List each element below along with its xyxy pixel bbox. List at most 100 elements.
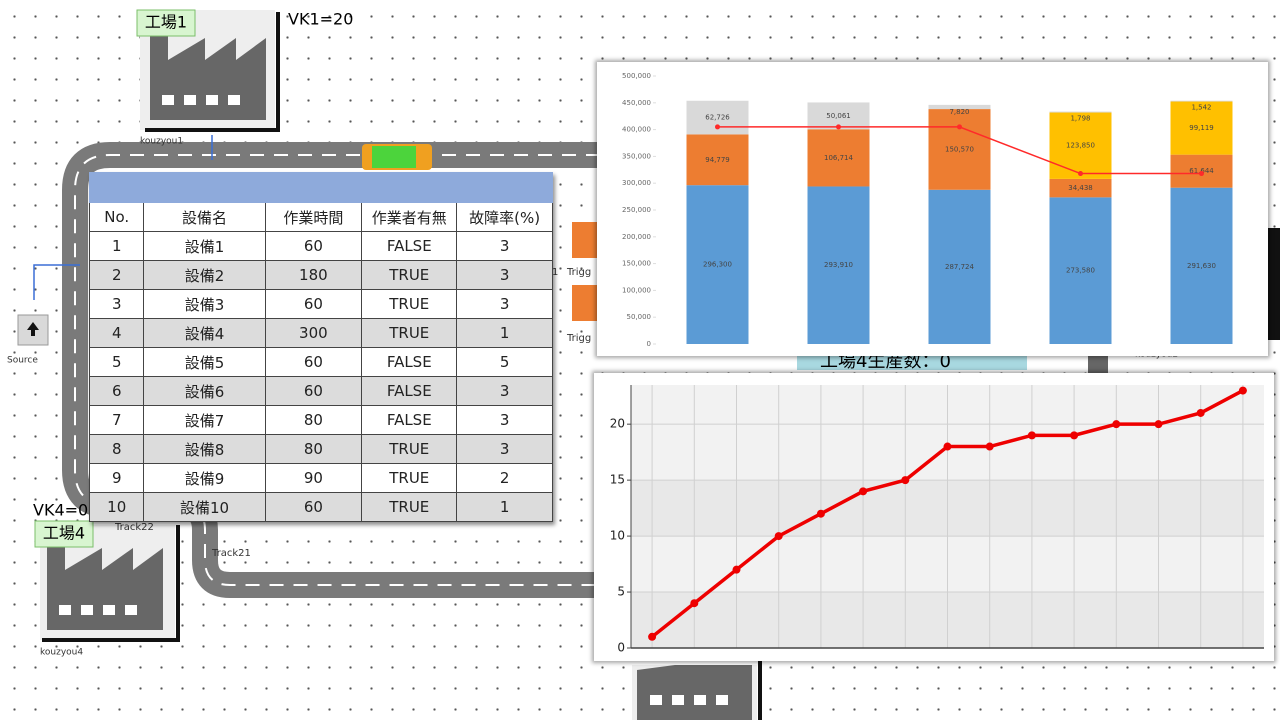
table-cell: 設備7 [143,405,266,435]
line-point [1196,408,1205,417]
column-header: 故障率(%) [456,202,553,232]
line-point [1078,171,1083,177]
factory-shadow [42,525,180,642]
line-point [648,632,657,641]
y-tick-label: 250,000 [622,206,651,214]
table-cell: 80 [264,434,363,464]
object-id: Source [7,356,38,366]
trigger-note: 1 [552,267,558,278]
table-cell: 設備8 [143,434,266,464]
trigger-label: Trigg [566,333,591,344]
y-tick-label: 10 [610,529,625,543]
counter-label: 工場4生産数：0 [820,351,951,372]
table-row: 6 設備6 60 FALSE 3 [88,376,553,406]
data-label: 50,061 [826,112,851,120]
table-cell: 1 [88,231,145,261]
table-cell: 3 [456,231,553,261]
track-label: Track21 [211,548,251,559]
factory-shadow [145,12,280,132]
bar-segment [928,189,991,344]
y-tick-label: 500,000 [622,72,651,80]
line-point [943,442,952,451]
table-cell: TRUE [361,289,458,319]
factory-windows [59,605,137,615]
line-point [1199,171,1204,177]
table-row: 10 設備10 60 TRUE 1 [88,492,553,522]
stacked-bar-chart: 0 50,000 100,000 150,000 200,000 250,000 300,0… [597,62,1268,356]
data-label: 62,726 [705,114,730,122]
bar-segment [1049,197,1112,344]
line-point [690,599,699,608]
table-row: 4 設備4 300 TRUE 1 [88,318,553,348]
table-cell: FALSE [361,347,458,377]
factory-label: 工場4 [43,524,85,543]
object-id: kouzyou1 [140,137,183,147]
factory-label-box [136,9,196,37]
data-label: 123,850 [1066,142,1095,150]
line-point [1154,420,1163,429]
data-label: 150,570 [945,145,974,153]
bar-segment [1170,101,1233,155]
factory-fragment [1088,350,1108,375]
table-cell: 2 [456,463,553,493]
table-cell: 60 [264,289,363,319]
factory-label: 工場1 [145,13,187,32]
table-cell: 1 [456,492,553,522]
bar-segment [928,109,991,190]
table-cell: 6 [88,376,145,406]
table-cell: FALSE [361,405,458,435]
table-cell: TRUE [361,492,458,522]
data-label: 287,724 [945,263,974,271]
equipment-table: No. 設備名 作業時間 作業者有無 故障率(%) 1 設備1 60 FALSE 3 2 設備2 180… [88,172,553,522]
column-header: 作業時間 [264,202,363,232]
table-row: 1 設備1 60 FALSE 3 [88,231,553,261]
source-arrow [27,322,39,336]
table-caption-row [89,172,553,203]
line-point [1027,431,1036,440]
table-cell: 60 [264,376,363,406]
table-cell: 3 [456,260,553,290]
line-chart: 0 5 10 15 20 [594,373,1274,661]
factory-icon [637,665,752,720]
table-row: 9 設備9 90 TRUE 2 [88,463,553,493]
y-tick-label: 15 [610,473,625,487]
table-cell: 3 [456,376,553,406]
line-point [1070,431,1079,440]
y-tick-label: 150,000 [622,260,651,268]
table-cell: 3 [456,289,553,319]
table-cell: TRUE [361,318,458,348]
data-label: 34,438 [1068,184,1093,192]
line-point [732,565,741,574]
table-cell: 2 [88,260,145,290]
table-header-row: No. 設備名 作業時間 作業者有無 故障率(%) [88,202,553,232]
y-tick-label: 400,000 [622,126,651,134]
table-cell: FALSE [361,231,458,261]
bar-segment [928,104,991,110]
bar-segment [1049,178,1112,198]
table-cell: 80 [264,405,363,435]
data-label: 296,300 [703,261,732,269]
table-cell: 3 [456,405,553,435]
table-caption [89,172,553,203]
table-cell: 設備3 [143,289,266,319]
data-label: 7,820 [949,108,969,116]
y-tick-label: 5 [617,585,625,599]
table-cell: 90 [264,463,363,493]
table-cell: 設備5 [143,347,266,377]
y-tick-label: 200,000 [622,233,651,241]
vehicle-cargo [372,146,416,168]
bar-segment [1170,187,1233,344]
y-tick-label: 450,000 [622,99,651,107]
connector [33,264,80,300]
variable-label: VK4=0 [33,501,88,520]
bar-segment [686,185,749,344]
table-cell: 300 [264,318,363,348]
factory-windows [650,695,728,705]
line-point [985,442,994,451]
table-row: 5 設備5 60 FALSE 5 [88,347,553,377]
data-label: 94,779 [705,156,730,164]
y-tick-label: 100,000 [622,286,651,294]
table-cell: FALSE [361,376,458,406]
